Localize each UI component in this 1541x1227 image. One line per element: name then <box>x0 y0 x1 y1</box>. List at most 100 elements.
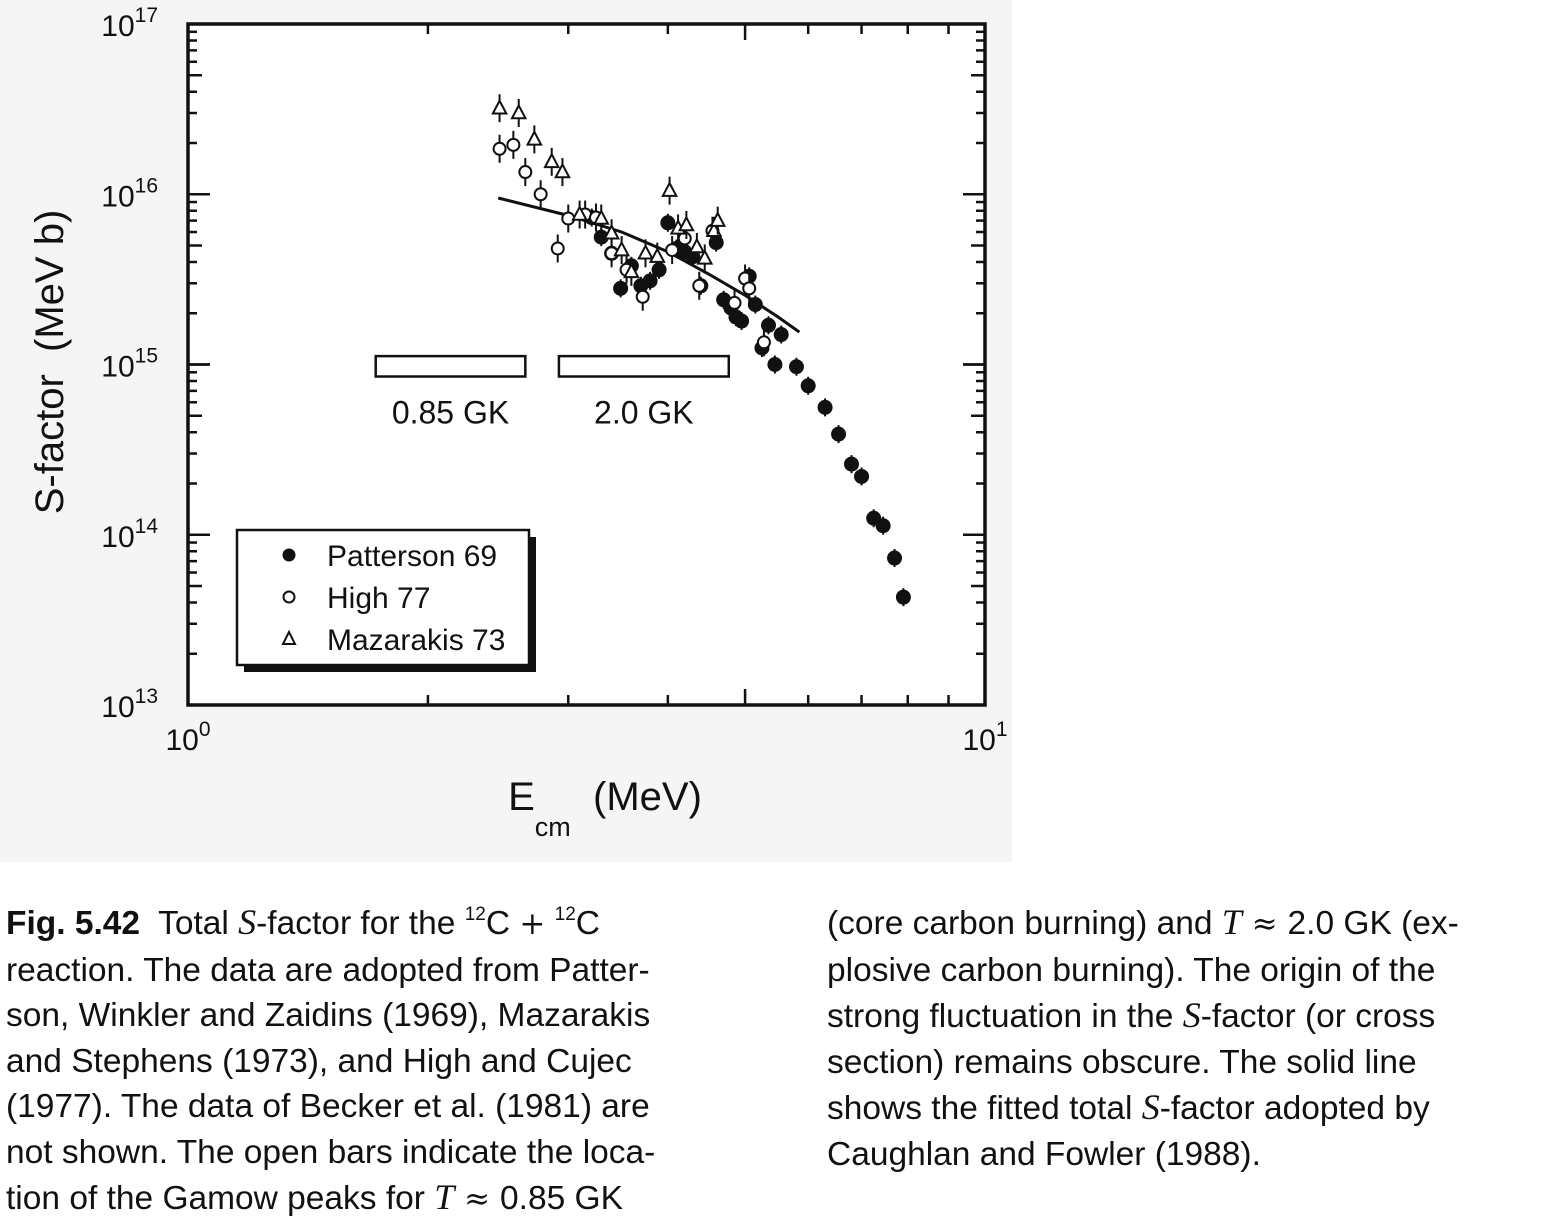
caption-line: (1977). The data of Becker et al. (1981)… <box>6 1084 766 1130</box>
data-point <box>747 297 763 313</box>
data-point <box>525 129 543 146</box>
gamow-peak-bar <box>374 354 527 378</box>
math-symbol: S <box>238 902 257 942</box>
legend-label: Patterson 69 <box>327 540 497 573</box>
y-tick-label: 1015 <box>101 345 158 384</box>
y-tick-label: 1013 <box>101 685 158 724</box>
math-symbol: T <box>434 1177 455 1217</box>
caption-line: not shown. The open bars indicate the lo… <box>6 1130 766 1176</box>
caption-line: son, Winkler and Zaidins (1969), Mazarak… <box>6 993 766 1039</box>
caption-text: and Stephens (1973), and High and Cujec <box>6 1042 632 1080</box>
data-point <box>571 204 589 221</box>
caption-line: Caughlan and Fowler (1988). <box>827 1132 1537 1178</box>
legend-label: High 77 <box>327 582 430 615</box>
caption-line: Fig. 5.42 Total S-factor for the 12C + 1… <box>6 900 766 948</box>
data-point <box>510 103 528 120</box>
plot-frame <box>186 22 987 707</box>
caption-text: section) remains obscure. The solid line <box>827 1043 1417 1081</box>
legend-marker <box>282 590 296 604</box>
data-point <box>648 247 666 263</box>
caption-text: -factor adopted by <box>1159 1090 1430 1127</box>
caption-line: strong fluctuation in the S-factor (or c… <box>827 993 1537 1040</box>
y-tick-label: 1017 <box>101 4 158 43</box>
data-point <box>844 456 860 472</box>
caption-line: shows the fitted total S-factor adopted … <box>827 1085 1537 1132</box>
y-axis-label: S-factor (MeV b) <box>28 210 72 515</box>
data-point <box>760 317 776 333</box>
math-operator: ≈ <box>1241 906 1288 942</box>
data-point <box>592 208 610 225</box>
figure-caption-left-column: Fig. 5.42 Total S-factor for the 12C + 1… <box>6 900 766 1223</box>
data-point <box>506 137 521 152</box>
data-point <box>887 550 903 566</box>
caption-text: C <box>485 905 520 942</box>
math-symbol: T <box>1221 902 1242 942</box>
caption-line: and Stephens (1973), and High and Cujec <box>6 1039 766 1085</box>
x-tick-label: 101 <box>962 718 1007 757</box>
data-point <box>773 327 789 343</box>
x-axis-label: Ecm (MeV) <box>508 775 702 842</box>
caption-text: reaction. The data are adopted from Patt… <box>6 951 650 989</box>
data-point <box>734 313 750 329</box>
data-point <box>817 399 833 415</box>
caption-text: -factor for the <box>256 905 465 942</box>
caption-text: tion of the Gamow peaks for <box>6 1180 435 1217</box>
math-symbol: S <box>1141 1087 1160 1127</box>
data-point <box>895 589 911 605</box>
data-point <box>875 518 891 534</box>
caption-line: tion of the Gamow peaks for T ≈ 0.85 GK <box>6 1175 766 1223</box>
data-point <box>603 223 620 240</box>
caption-text: Total <box>140 905 239 942</box>
data-point <box>642 273 658 289</box>
data-point <box>660 215 676 231</box>
data-point <box>550 241 565 256</box>
caption-line: plosive carbon burning). The origin of t… <box>827 948 1537 994</box>
data-point <box>554 162 571 179</box>
data-point <box>613 280 629 296</box>
isotope-mass-number: 12 <box>554 904 576 925</box>
caption-text: not shown. The open bars indicate the lo… <box>6 1133 656 1171</box>
caption-text: C <box>575 905 600 942</box>
figure-label: Fig. 5.42 <box>6 905 141 942</box>
data-point <box>677 215 695 232</box>
data-point <box>692 278 707 293</box>
caption-line: section) remains obscure. The solid line <box>827 1040 1537 1086</box>
caption-text <box>545 905 554 942</box>
math-symbol: S <box>1182 995 1201 1035</box>
caption-line: reaction. The data are adopted from Patt… <box>6 948 766 994</box>
math-operator: + <box>519 906 546 942</box>
data-point <box>637 243 654 260</box>
data-point <box>622 262 640 279</box>
gamow-peak-bar <box>557 354 731 378</box>
data-point <box>767 357 783 372</box>
gamow-peak-label: 2.0 GK <box>594 395 694 431</box>
data-point <box>665 243 680 258</box>
figure-caption-right-column: (core carbon burning) and T ≈ 2.0 GK (ex… <box>827 900 1537 1177</box>
data-point <box>651 262 667 278</box>
caption-text: 2.0 GK (ex- <box>1287 905 1459 942</box>
caption-text: plosive carbon burning). The origin of t… <box>827 951 1436 989</box>
data-point <box>613 240 631 257</box>
data-point <box>742 281 757 296</box>
data-point <box>800 378 816 394</box>
caption-text: 0.85 GK <box>500 1180 623 1217</box>
x-tick-label: 100 <box>165 718 210 757</box>
data-point <box>756 335 771 350</box>
data-point <box>543 152 561 169</box>
legend-label: Mazarakis 73 <box>327 624 505 657</box>
y-tick-label: 1016 <box>101 174 158 213</box>
data-point <box>727 295 742 310</box>
data-point <box>688 237 706 254</box>
data-point <box>709 210 727 227</box>
data-point <box>491 98 508 115</box>
caption-line: (core carbon burning) and T ≈ 2.0 GK (ex… <box>827 900 1537 948</box>
caption-text: strong fluctuation in the <box>827 998 1183 1035</box>
caption-text: (core carbon burning) and <box>827 905 1222 942</box>
data-point <box>831 426 847 442</box>
isotope-mass-number: 12 <box>464 904 486 925</box>
data-point <box>854 468 870 484</box>
caption-text: son, Winkler and Zaidins (1969), Mazarak… <box>6 997 651 1034</box>
data-point <box>696 248 714 265</box>
math-operator: ≈ <box>454 1181 500 1217</box>
data-point <box>635 289 650 304</box>
